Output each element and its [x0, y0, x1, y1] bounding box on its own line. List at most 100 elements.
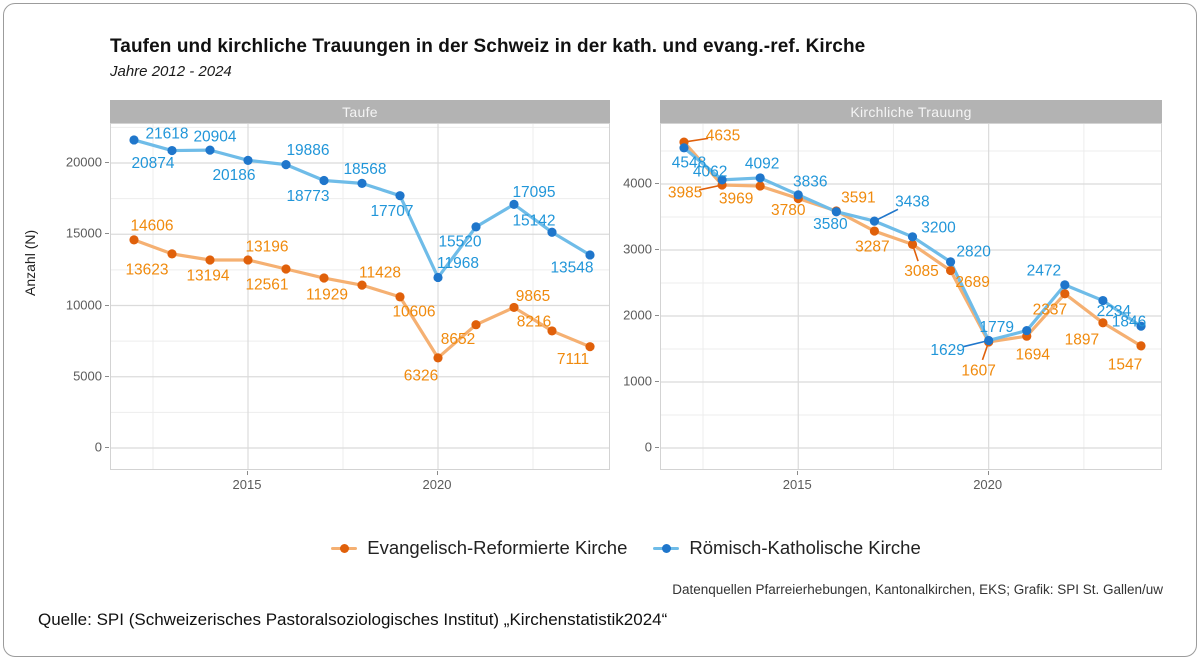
facet-strip-taufe-label: Taufe: [342, 103, 378, 120]
data-point-blue: [755, 173, 765, 183]
data-label-orange: 10606: [392, 303, 435, 320]
data-label-orange: 3969: [719, 191, 753, 208]
y-tick-label: 4000: [623, 175, 652, 191]
x-tick-mark: [987, 471, 989, 475]
data-label-orange: 2689: [955, 274, 989, 291]
data-point-orange: [945, 265, 956, 276]
data-point-blue: [907, 232, 918, 242]
data-label-blue: 3438: [895, 194, 929, 211]
data-point-blue: [319, 175, 329, 186]
data-point-orange: [1060, 289, 1070, 299]
data-label-orange: 3780: [771, 202, 806, 219]
data-label-blue: 20186: [212, 167, 255, 184]
data-point-orange: [509, 302, 519, 313]
chart-subtitle: Jahre 2012 - 2024: [110, 63, 232, 80]
data-point-orange: [319, 273, 329, 283]
data-label-orange: 3985: [668, 184, 702, 201]
source-note: Quelle: SPI (Schweizerisches Pastoralsoz…: [38, 610, 668, 629]
y-tick-mark: [655, 249, 659, 250]
data-point-orange: [167, 249, 177, 259]
y-tick-mark: [105, 375, 109, 377]
data-label-blue: 3836: [793, 173, 827, 190]
y-tick-label: 5000: [73, 368, 102, 384]
y-tick-mark: [105, 447, 109, 448]
data-label-orange: 11428: [359, 265, 401, 282]
data-label-blue: 4548: [672, 154, 706, 171]
data-point-blue: [945, 257, 956, 267]
data-point-blue: [585, 250, 595, 260]
plot-panel-kirchliche-trauung: 4635 3985 3969 3780 3591 3287 3085 2689 1607 1694…: [660, 123, 1162, 470]
data-label-blue: 11968: [437, 255, 479, 272]
y-tick-mark: [655, 447, 659, 448]
y-tick-label: 3000: [623, 241, 652, 257]
data-label-orange: 1607: [961, 362, 995, 379]
data-source-caption: Datenquellen Pfarreierhebungen, Kantonal…: [672, 582, 1163, 597]
data-label-blue: 1779: [980, 319, 1014, 336]
legend-item-evangelisch-reformierte: Evangelisch-Reformierte Kirche: [331, 537, 627, 559]
data-point-orange: [205, 255, 215, 265]
data-label-orange: 8216: [517, 313, 551, 330]
data-label-blue: 20904: [193, 129, 236, 146]
data-label-orange: 13196: [245, 238, 288, 255]
data-point-blue: [679, 143, 689, 153]
data-label-blue: 19886: [286, 142, 329, 159]
data-label-blue: 18773: [286, 188, 329, 205]
chart-svg-kirchliche-trauung: 4635 3985 3969 3780 3591 3287 3085 2689 1607 1694…: [661, 124, 1161, 469]
data-point-blue: [984, 335, 994, 346]
data-label-orange: 13194: [186, 267, 229, 284]
y-tick-label: 0: [94, 439, 102, 455]
data-point-orange: [129, 235, 139, 245]
data-point-orange: [869, 226, 880, 236]
data-label-blue: 17095: [512, 184, 555, 201]
data-label-orange: 9865: [516, 288, 550, 305]
data-label-blue: 18568: [343, 161, 386, 178]
y-tick-label: 10000: [65, 297, 102, 312]
data-point-blue: [433, 272, 443, 283]
data-label-blue: 15520: [438, 233, 481, 250]
data-label-orange: 4635: [706, 128, 740, 145]
y-tick-mark: [655, 381, 659, 382]
data-point-blue: [1136, 321, 1146, 331]
y-tick-mark: [105, 304, 109, 306]
facet-strip-kirchliche-trauung-label: Kirchliche Trauung: [850, 103, 972, 120]
x-tick-mark: [247, 471, 248, 475]
data-point-blue: [509, 199, 519, 209]
chart-title: Taufen und kirchliche Trauungen in der S…: [110, 36, 866, 57]
data-point-orange: [1136, 341, 1146, 351]
data-label-orange: 3085: [904, 263, 938, 280]
orange-line-point-icon: [331, 543, 358, 553]
data-point-orange: [433, 353, 443, 363]
chart-svg-taufe: 14606 13623 13194 13196 12561 11929 11428 10606…: [111, 124, 609, 469]
y-tick-label: 0: [644, 439, 652, 455]
data-label-orange: 14606: [130, 217, 173, 234]
data-point-orange: [585, 342, 595, 352]
legend-item-roemisch-katholische: Römisch-Katholische Kirche: [653, 537, 921, 559]
data-label-blue: 3200: [921, 219, 956, 236]
x-tick-label: 2015: [232, 477, 262, 492]
data-point-orange: [243, 255, 253, 265]
data-label-blue: 1846: [1112, 314, 1146, 331]
legend-label: Römisch-Katholische Kirche: [689, 537, 921, 558]
x-tick-label: 2020: [422, 477, 452, 492]
x-tick-mark: [437, 471, 438, 475]
data-point-orange: [471, 320, 481, 330]
data-label-orange: 1547: [1108, 356, 1142, 373]
data-point-blue: [281, 160, 291, 170]
data-label-blue: 4062: [693, 163, 727, 180]
facet-strip-kirchliche-trauung: Kirchliche Trauung: [660, 100, 1162, 123]
y-tick-mark: [655, 183, 659, 184]
data-point-blue: [1060, 280, 1070, 290]
data-point-orange: [395, 292, 405, 302]
data-label-blue: 1629: [930, 342, 964, 359]
y-tick-mark: [655, 315, 659, 316]
data-label-orange: 7111: [557, 351, 589, 368]
y-tick-label: 1000: [623, 373, 652, 389]
y-tick-label: 2000: [623, 307, 652, 323]
data-point-blue: [471, 222, 481, 232]
data-point-blue: [1098, 295, 1108, 306]
data-point-blue: [717, 175, 727, 185]
y-tick-label: 15000: [65, 225, 102, 241]
data-label-orange: 8652: [441, 331, 475, 348]
data-point-orange: [907, 239, 918, 249]
